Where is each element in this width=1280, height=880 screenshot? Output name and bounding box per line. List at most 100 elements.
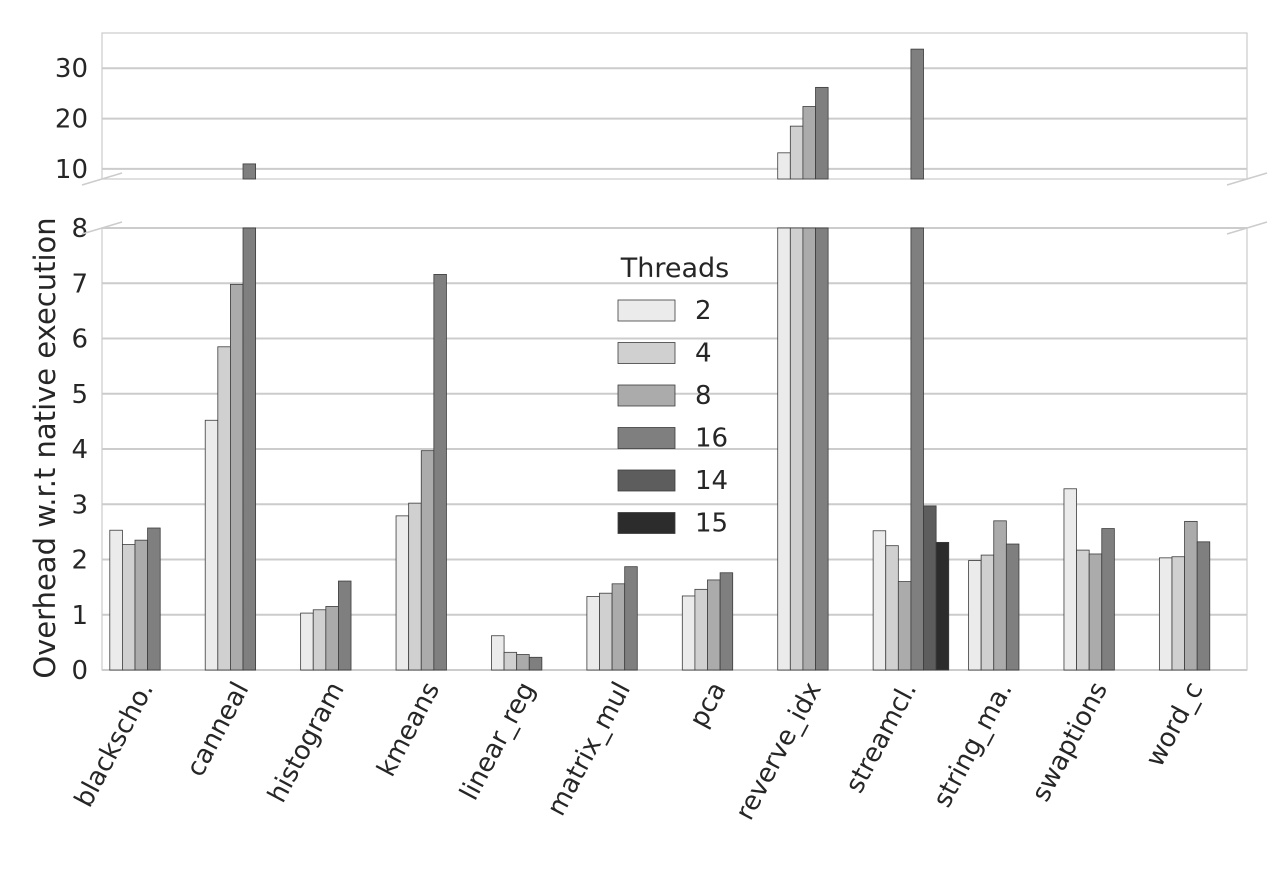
bar-linear_reg-2 [491, 635, 505, 671]
y-tick-label: 0 [71, 656, 88, 686]
bar-word_c-16 [1196, 541, 1211, 671]
bar-string_ma.-16 [1005, 543, 1020, 671]
x-tick-label: streamcl. [840, 677, 923, 798]
bar-string_ma.-4 [980, 554, 995, 671]
bar-swaptions-4 [1076, 549, 1090, 671]
bar-matrix_mul-16 [624, 566, 638, 671]
y-tick-label: 1 [71, 601, 88, 631]
bar-canneal-16 [242, 227, 257, 671]
bar-canneal-2 [204, 419, 219, 671]
bar-histogram-16 [338, 580, 352, 671]
bar-reverve_idx-8 [802, 227, 816, 671]
legend-swatch [617, 469, 676, 492]
legend-label: 4 [695, 339, 712, 369]
bar-blackscho.-4 [122, 544, 136, 671]
legend-title: Threads [620, 253, 729, 284]
x-tick-label: kmeans [372, 677, 447, 781]
bar-swaptions-2 [1063, 488, 1077, 671]
legend: Threads 2 4 8 16 14 15 [617, 253, 729, 539]
bar-pca-8 [707, 579, 721, 671]
bar-upper-reverve_idx-8 [802, 106, 816, 180]
y-tick-label: 8 [71, 214, 88, 244]
x-tick-label: string_ma. [928, 677, 1019, 812]
bar-word_c-8 [1184, 520, 1198, 671]
bar-swaptions-8 [1088, 553, 1103, 671]
y-tick-label: 7 [71, 269, 88, 299]
bar-word_c-2 [1158, 557, 1173, 671]
y-tick-label: 3 [71, 490, 88, 520]
break-mark [1226, 221, 1268, 235]
bar-streamcl.-4 [885, 545, 899, 671]
bar-kmeans-16 [433, 274, 447, 671]
bar-upper-reverve_idx-4 [789, 125, 804, 180]
bar-kmeans-2 [395, 515, 410, 671]
legend-label: 15 [695, 509, 728, 539]
bar-swaptions-16 [1101, 528, 1115, 671]
legend-label: 16 [695, 424, 728, 454]
break-mark [81, 172, 123, 186]
bar-string_ma.-2 [968, 560, 982, 671]
x-tick-label: histogram [262, 677, 350, 807]
bar-matrix_mul-8 [611, 583, 626, 671]
axis-break-marks [81, 172, 1268, 235]
bar-canneal-8 [230, 283, 244, 671]
bar-linear_reg-8 [516, 654, 530, 671]
y-tick-label: 5 [71, 380, 88, 410]
legend-label: 2 [695, 296, 712, 326]
bar-linear_reg-16 [528, 656, 543, 671]
y-axis-label: Overhead w.r.t native execution [28, 217, 62, 678]
x-tick-label: pca [684, 677, 732, 732]
x-tick-label: matrix_mul [542, 677, 637, 821]
y-tick-label: 10 [55, 155, 88, 185]
x-tick-label: linear_reg [454, 677, 541, 805]
bar-kmeans-8 [420, 450, 435, 671]
x-tick-label: word_c [1140, 677, 1209, 772]
bar-kmeans-4 [408, 502, 422, 671]
bar-upper-streamcl.-16 [910, 48, 924, 180]
legend-swatch [617, 427, 676, 449]
bars [109, 48, 1211, 671]
bar-histogram-2 [300, 612, 314, 671]
bar-linear_reg-4 [503, 651, 518, 671]
bar-reverve_idx-16 [815, 227, 829, 671]
bar-matrix_mul-2 [586, 596, 600, 671]
bar-streamcl.-2 [872, 530, 887, 671]
bar-reverve_idx-2 [777, 227, 791, 671]
bar-upper-canneal-16 [242, 163, 257, 180]
bar-pca-4 [694, 588, 708, 671]
x-tick-label: reverve_idx [730, 677, 828, 825]
legend-swatch [617, 342, 676, 364]
bar-streamcl.-8 [897, 581, 912, 671]
bar-histogram-4 [312, 609, 327, 671]
bar-upper-reverve_idx-16 [815, 86, 829, 180]
bar-matrix_mul-4 [599, 592, 613, 671]
bar-pca-16 [719, 572, 734, 671]
break-mark [1226, 172, 1268, 186]
break-mark [81, 221, 123, 235]
legend-swatch [617, 512, 676, 534]
bar-upper-reverve_idx-2 [777, 152, 791, 180]
x-tick-label: swaptions [1026, 677, 1114, 806]
bar-streamcl.-15 [935, 541, 950, 671]
y-tick-label: 30 [55, 54, 88, 84]
bar-string_ma.-8 [993, 520, 1007, 671]
bar-streamcl.-14 [923, 505, 937, 671]
y-tick-label: 6 [71, 325, 88, 355]
legend-label: 14 [695, 466, 728, 496]
bar-blackscho.-2 [109, 529, 123, 671]
legend-label: 8 [695, 381, 712, 411]
bar-blackscho.-8 [134, 539, 149, 671]
upper-panel-frame [101, 32, 1248, 180]
bar-blackscho.-16 [147, 527, 161, 671]
x-tick-label: canneal [181, 677, 256, 781]
y-tick-label: 4 [71, 435, 88, 465]
legend-swatch [617, 299, 676, 322]
y-tick-label: 20 [55, 105, 88, 135]
x-tick-label: blackscho. [69, 677, 160, 812]
bar-streamcl.-16 [910, 227, 924, 671]
bar-pca-2 [681, 595, 696, 671]
x-tick-labels: blackscho. canneal histogram kmeans linear_r… [69, 677, 1209, 825]
bar-reverve_idx-4 [789, 227, 804, 671]
bar-canneal-4 [217, 346, 231, 671]
